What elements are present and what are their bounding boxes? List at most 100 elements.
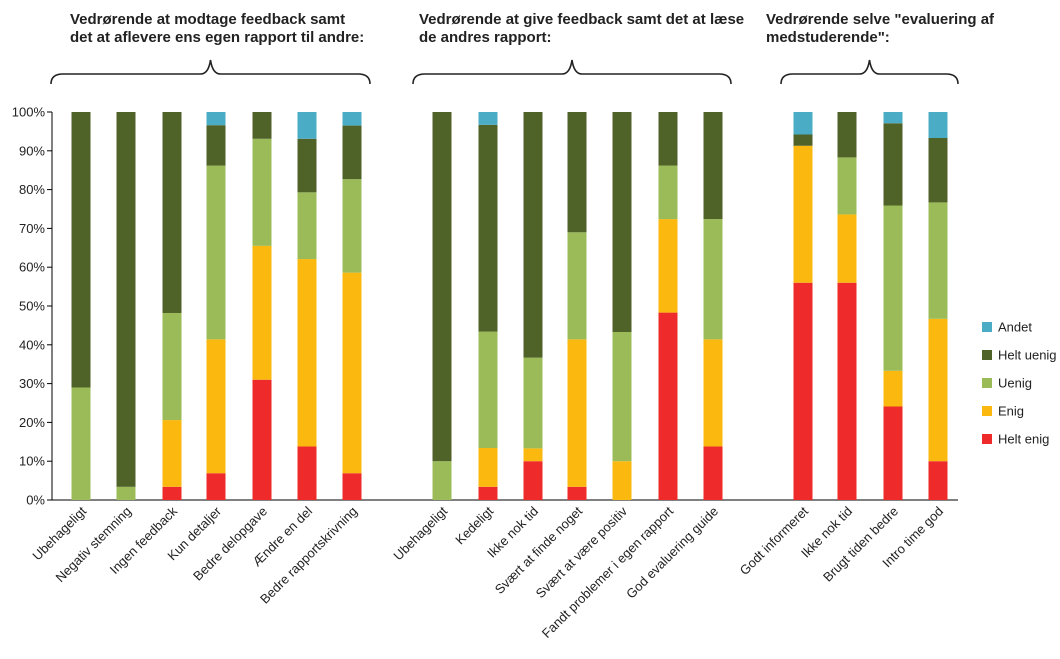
y-tick-label: 50%: [19, 299, 45, 314]
legend-swatch-uenig: [982, 378, 992, 388]
legend-label: Andet: [998, 320, 1032, 335]
bar-segment-uenig-intro-time-god: [928, 202, 948, 319]
bar-segment-uenig-negativ-stemning: [116, 486, 136, 500]
bar-segment-helt-enig-intro-time-god: [928, 461, 948, 500]
group-brace: [412, 59, 732, 85]
bar-segment-helt-enig-bedre-rapportskrivning: [342, 473, 362, 500]
y-tick-label: 20%: [19, 415, 45, 430]
y-tick-label: 40%: [19, 337, 45, 352]
bar-segment-helt-enig-bedre-delopgave: [252, 379, 272, 500]
bar-segment-helt-uenig-bedre-delopgave: [252, 112, 272, 139]
group-brace: [780, 59, 959, 85]
group-title-line: Vedrørende selve "evaluering af: [766, 11, 995, 28]
legend-label: Helt uenig: [998, 348, 1057, 363]
y-tick-label: 80%: [19, 182, 45, 197]
bar-segment-enig-svært-at-være-positiv: [612, 461, 632, 500]
bar-segment-uenig-brugt-tiden-bedre: [883, 205, 903, 371]
bar-segment-helt-uenig-svært-at-være-positiv: [612, 112, 632, 332]
bar-segment-uenig-ubehageligt: [432, 461, 452, 500]
bar-segment-helt-enig-kun-detaljer: [206, 473, 226, 500]
bar-segment-uenig-bedre-rapportskrivning: [342, 179, 362, 273]
bar-segment-enig-ikke-nok-tid: [523, 448, 543, 462]
bar-segment-enig-kedeligt: [478, 448, 498, 487]
category-label: God evaluering guide: [623, 504, 721, 602]
bar-segment-andet-ændre-en-del: [297, 112, 317, 139]
bar-segment-andet-kun-detaljer: [206, 112, 226, 126]
bar-segment-enig-svært-at-finde-noget: [567, 339, 587, 487]
category-label: Svært at finde noget: [492, 503, 586, 597]
legend-swatch-enig: [982, 406, 992, 416]
bar-segment-enig-ikke-nok-tid: [837, 214, 857, 283]
bars: [71, 112, 948, 500]
bar-segment-helt-enig-brugt-tiden-bedre: [883, 406, 903, 500]
bar-segment-helt-uenig-ubehageligt: [432, 112, 452, 462]
bar-segment-uenig-bedre-delopgave: [252, 138, 272, 246]
category-label: Kedeligt: [452, 503, 496, 547]
y-tick-label: 10%: [19, 454, 45, 469]
bar-segment-uenig-svært-at-være-positiv: [612, 331, 632, 462]
bar-segment-helt-uenig-godt-informeret: [793, 134, 813, 146]
group-title-line: de andres rapport:: [419, 29, 552, 46]
y-tick-label: 70%: [19, 221, 45, 236]
y-tick-label: 0%: [26, 493, 45, 508]
group-title-line: medstuderende":: [766, 29, 890, 46]
bar-segment-andet-kedeligt: [478, 112, 498, 125]
group-braces: [50, 59, 959, 85]
legend-label: Helt enig: [998, 432, 1049, 447]
bar-segment-enig-bedre-delopgave: [252, 245, 272, 380]
category-label: Ubehageligt: [390, 503, 450, 563]
bar-segment-andet-bedre-rapportskrivning: [342, 112, 362, 126]
bar-segment-helt-uenig-ændre-en-del: [297, 138, 317, 193]
legend-label: Uenig: [998, 376, 1032, 391]
bar-segment-helt-enig-godt-informeret: [793, 282, 813, 500]
bar-segment-uenig-svært-at-finde-noget: [567, 232, 587, 340]
category-label: Godt informeret: [737, 503, 812, 578]
bar-segment-helt-uenig-negativ-stemning: [116, 112, 136, 487]
bar-segment-uenig-god-evaluering-guide: [703, 219, 723, 340]
legend-swatch-helt-enig: [982, 434, 992, 444]
bar-segment-helt-enig-ikke-nok-tid: [523, 461, 543, 500]
y-axis: 0% 10% 20% 30% 40% 50% 60% 70% 80% 90% 100%: [12, 105, 958, 508]
bar-segment-uenig-kun-detaljer: [206, 165, 226, 340]
bar-segment-uenig-fandt-problemer-i-egen-rapport: [658, 165, 678, 220]
bar-segment-helt-uenig-god-evaluering-guide: [703, 112, 723, 220]
bar-segment-enig-god-evaluering-guide: [703, 339, 723, 447]
y-tick-label: 100%: [12, 105, 46, 120]
bar-segment-andet-godt-informeret: [793, 112, 813, 135]
group-title-line: Vedrørende at give feedback samt det at …: [419, 11, 744, 28]
legend-label: Enig: [998, 404, 1024, 419]
bar-segment-helt-enig-ikke-nok-tid: [837, 282, 857, 500]
bar-segment-helt-enig-ingen-feedback: [162, 486, 182, 500]
group-title-line: det at aflevere ens egen rapport til and…: [70, 29, 364, 46]
bar-segment-helt-uenig-ikke-nok-tid: [523, 112, 543, 358]
bar-segment-uenig-kedeligt: [478, 331, 498, 449]
bar-segment-helt-uenig-intro-time-god: [928, 137, 948, 203]
bar-segment-andet-brugt-tiden-bedre: [883, 112, 903, 124]
bar-segment-helt-uenig-ingen-feedback: [162, 112, 182, 313]
bar-segment-helt-enig-ændre-en-del: [297, 446, 317, 500]
bar-segment-helt-enig-svært-at-finde-noget: [567, 486, 587, 500]
y-tick-label: 60%: [19, 260, 45, 275]
bar-segment-enig-brugt-tiden-bedre: [883, 370, 903, 407]
bar-segment-uenig-ikke-nok-tid: [837, 157, 857, 215]
bar-segment-uenig-ikke-nok-tid: [523, 357, 543, 449]
group-title-line: Vedrørende at modtage feedback samt: [70, 11, 345, 28]
bar-segment-helt-uenig-brugt-tiden-bedre: [883, 123, 903, 206]
bar-segment-enig-bedre-rapportskrivning: [342, 272, 362, 474]
legend: Andet Helt uenig Uenig Enig Helt enig: [982, 320, 1057, 447]
bar-segment-helt-uenig-kedeligt: [478, 124, 498, 332]
y-tick-label: 90%: [19, 143, 45, 158]
legend-swatch-helt-uenig: [982, 350, 992, 360]
bar-segment-uenig-ingen-feedback: [162, 312, 182, 421]
bar-segment-enig-godt-informeret: [793, 145, 813, 283]
bar-segment-enig-intro-time-god: [928, 318, 948, 462]
group-brace: [50, 59, 371, 85]
bar-segment-helt-uenig-ikke-nok-tid: [837, 112, 857, 158]
bar-segment-uenig-ubehageligt: [71, 387, 91, 500]
bar-segment-uenig-ændre-en-del: [297, 192, 317, 260]
bar-segment-andet-intro-time-god: [928, 112, 948, 138]
bar-segment-helt-uenig-ubehageligt: [71, 112, 91, 388]
